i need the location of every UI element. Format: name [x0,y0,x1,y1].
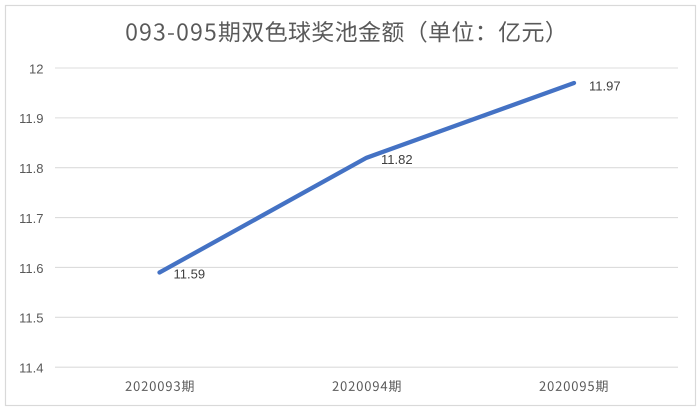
svg-text:11.82: 11.82 [381,152,413,167]
svg-text:11.4: 11.4 [19,361,43,376]
svg-text:11.8: 11.8 [19,161,43,176]
svg-text:12: 12 [29,61,43,76]
svg-text:11.5: 11.5 [19,311,43,326]
svg-text:11.7: 11.7 [19,211,43,226]
svg-text:11.97: 11.97 [589,79,621,94]
svg-text:11.6: 11.6 [19,261,43,276]
svg-text:11.9: 11.9 [19,111,43,126]
svg-text:11.59: 11.59 [174,267,206,282]
